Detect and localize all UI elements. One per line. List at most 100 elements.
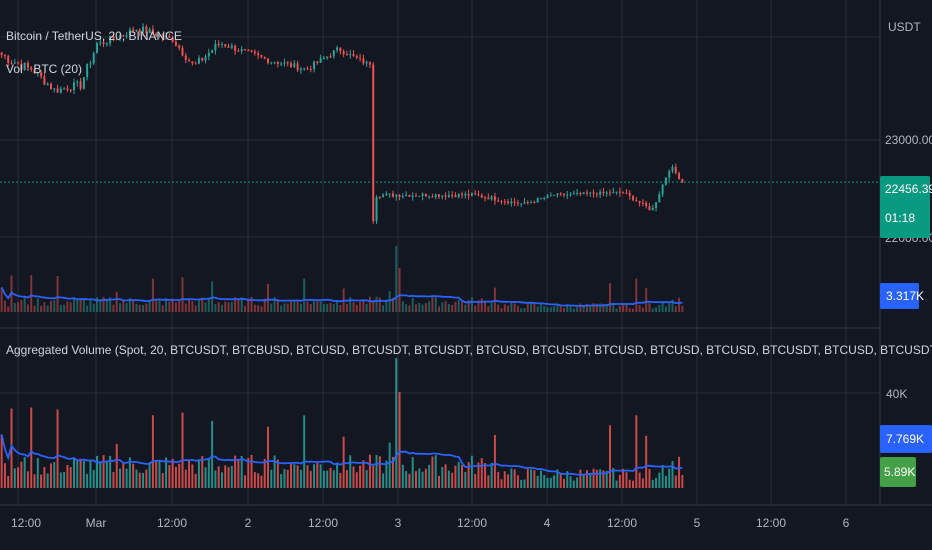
volume-bar xyxy=(276,299,279,312)
volume-bar xyxy=(306,465,309,488)
candle-body xyxy=(572,193,575,195)
volume-bar xyxy=(368,296,371,312)
candle-body xyxy=(20,63,23,71)
aggregated-axis[interactable]: 40K 7.769K 5.89K xyxy=(880,387,932,487)
volume-bar xyxy=(299,469,302,488)
volume-bar xyxy=(533,470,536,488)
time-axis[interactable]: 12:00 Mar 12:00 2 12:00 3 12:00 4 12:00 … xyxy=(11,516,850,530)
volume-bar xyxy=(566,304,569,312)
volume-bar xyxy=(26,304,29,312)
volume-bar xyxy=(345,470,348,488)
volume-bar xyxy=(595,303,598,312)
volume-bar xyxy=(648,469,651,488)
volume-bar xyxy=(658,472,661,488)
volume-bar xyxy=(668,303,671,312)
candle-body xyxy=(474,193,477,195)
volume-badge xyxy=(880,283,919,309)
candle-body xyxy=(280,63,283,65)
candle-body xyxy=(431,196,434,198)
candle-body xyxy=(635,200,638,202)
volume-bar xyxy=(454,301,457,312)
volume-bar xyxy=(658,304,661,312)
candle-body xyxy=(391,193,394,197)
volume-bar xyxy=(105,299,108,312)
volume-bar xyxy=(59,472,62,488)
candlestick-series[interactable] xyxy=(0,23,684,224)
candle-body xyxy=(418,195,421,197)
candle-body xyxy=(197,57,200,64)
volume-badge-label: 3.317K xyxy=(886,289,924,303)
volume-bar xyxy=(651,308,654,312)
volume-bar xyxy=(526,303,529,312)
volume-bar xyxy=(270,469,273,488)
volume-bar xyxy=(530,303,533,312)
volume-bar xyxy=(398,268,401,312)
volume-bar xyxy=(572,480,575,488)
volume-bar xyxy=(533,303,536,312)
candle-body xyxy=(520,203,523,205)
volume-bar xyxy=(145,469,148,488)
volume-bar xyxy=(270,303,273,312)
candle-body xyxy=(336,47,339,51)
candle-body xyxy=(641,202,644,204)
candle-body xyxy=(602,191,605,193)
candle-body xyxy=(586,192,588,194)
candle-body xyxy=(36,72,39,74)
volume-bar xyxy=(92,303,95,312)
volume-bar xyxy=(418,468,421,488)
candle-body xyxy=(434,194,437,198)
volume-bar xyxy=(345,303,348,312)
volume-bar xyxy=(165,298,168,312)
volume-bar xyxy=(487,306,490,312)
candle-body xyxy=(230,45,233,48)
price-axis-unit: USDT xyxy=(888,20,921,34)
volume-bar xyxy=(82,461,85,488)
volume-bar xyxy=(148,462,151,488)
time-label: 12:00 xyxy=(157,516,187,530)
volume-bar xyxy=(605,470,608,488)
candle-body xyxy=(368,62,371,65)
volume-bar xyxy=(109,297,112,312)
candle-body xyxy=(184,55,187,61)
volume-bar xyxy=(79,298,82,312)
volume-bar xyxy=(43,466,46,488)
volume-bar xyxy=(559,472,562,488)
volume-bar xyxy=(89,299,92,312)
volume-bar xyxy=(461,301,464,312)
volume-bar xyxy=(444,301,447,312)
volume-bar xyxy=(457,300,460,312)
candle-body xyxy=(145,26,148,33)
volume-bar xyxy=(191,301,194,312)
candle-body xyxy=(632,195,635,201)
candle-body xyxy=(7,56,10,63)
volume-bar xyxy=(513,469,516,488)
aggregated-volume-title[interactable]: Aggregated Volume (Spot, 20, BTCUSDT, BT… xyxy=(6,343,932,357)
candle-body xyxy=(342,51,345,55)
volume-indicator-title[interactable]: Vol · BTC (20) xyxy=(6,62,82,76)
volume-bar xyxy=(510,303,513,312)
volume-bar xyxy=(497,471,500,488)
candle-body xyxy=(582,192,585,194)
volume-bar xyxy=(119,303,122,312)
volume-bar xyxy=(487,475,490,488)
volume-bar xyxy=(0,434,3,488)
candle-body xyxy=(76,81,79,83)
volume-bar xyxy=(158,461,161,488)
volume-bar xyxy=(586,470,588,488)
price-axis[interactable]: USDT 23000.00 22000.00 22456.39 01:18 3.… xyxy=(880,20,932,309)
symbol-title[interactable]: Bitcoin / TetherUS, 20, BINANCE xyxy=(6,29,182,43)
candle-body xyxy=(421,193,424,196)
volume-bar xyxy=(352,302,355,312)
volume-bars xyxy=(0,246,684,312)
volume-bar xyxy=(3,463,6,488)
volume-bar xyxy=(579,303,582,312)
candle-body xyxy=(240,49,243,52)
candle-body xyxy=(530,202,533,204)
volume-bar xyxy=(319,301,322,312)
volume-bar xyxy=(599,303,602,312)
volume-bar xyxy=(161,305,164,312)
volume-bar xyxy=(263,298,266,312)
volume-bar xyxy=(322,304,325,312)
time-label: 12:00 xyxy=(756,516,786,530)
